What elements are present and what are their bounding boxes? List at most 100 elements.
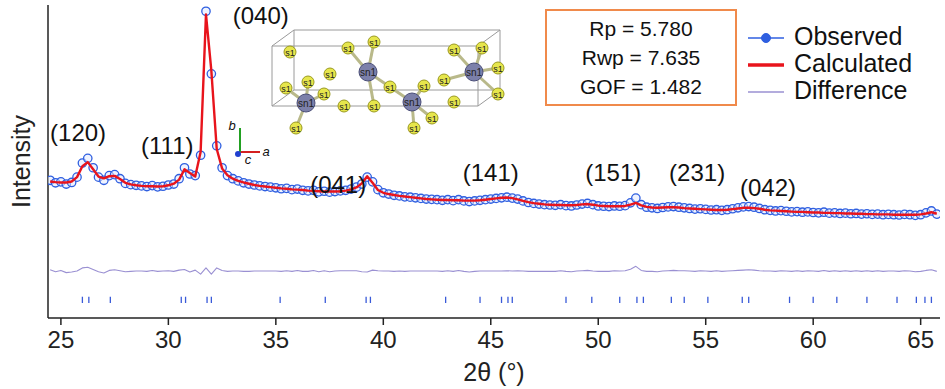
bragg-tick <box>279 297 280 303</box>
stats-box <box>546 10 736 105</box>
legend-label: Difference <box>794 76 908 104</box>
atom <box>342 42 354 54</box>
bragg-tick <box>88 297 89 303</box>
atom-label: s1 <box>325 70 335 80</box>
bragg-tick <box>931 297 932 303</box>
atom-label: s1 <box>493 64 503 74</box>
legend-label: Calculated <box>794 49 912 77</box>
atom-label: s1 <box>343 44 353 54</box>
y-axis-label: Intensity <box>7 114 35 208</box>
x-axis <box>48 317 940 319</box>
stat-text: Rp = 5.780 <box>589 17 692 40</box>
x-tick <box>383 318 385 325</box>
bragg-tick <box>512 297 513 303</box>
x-tick <box>705 318 707 325</box>
bragg-tick <box>325 297 326 303</box>
atom-label: s1 <box>427 114 437 124</box>
atom <box>426 112 438 124</box>
atom <box>476 42 488 54</box>
bragg-tick <box>707 297 708 303</box>
inset-structure: sn1 sn1 sn1 sn1 s1 s1 s1 s1 s1 s1 s1 s1 s1 s1 s1 s1 s1 s1… <box>228 30 504 167</box>
bragg-tick <box>866 297 867 303</box>
x-tick <box>60 318 62 325</box>
legend-swatch <box>748 91 784 93</box>
x-tick <box>490 318 492 325</box>
x-tick-label: 35 <box>262 326 289 353</box>
atom <box>408 122 420 134</box>
bragg-tick <box>742 297 743 303</box>
atom-label: s1 <box>419 82 429 92</box>
bragg-tick <box>591 297 592 303</box>
atom-label: s1 <box>369 38 379 48</box>
bragg-tick <box>671 297 672 303</box>
peak-label: (151) <box>585 159 641 186</box>
x-tick-label: 60 <box>800 326 827 353</box>
series-line <box>50 14 937 214</box>
atom <box>384 81 396 93</box>
bragg-tick <box>370 297 371 303</box>
atom <box>324 68 336 80</box>
stat-text: Rwp = 7.635 <box>582 46 701 69</box>
bragg-tick <box>501 297 502 303</box>
atom-label: sn1 <box>360 67 377 78</box>
x-tick <box>920 318 922 325</box>
legend-label: Observed <box>794 22 902 50</box>
peak-label: (141) <box>463 159 519 186</box>
bragg-tick <box>206 297 207 303</box>
unit-cell <box>294 30 500 90</box>
peak-label: (120) <box>50 119 106 146</box>
unit-cell <box>272 30 294 46</box>
atom-label: s1 <box>439 76 449 86</box>
x-axis-label: 2θ (°) <box>463 358 524 386</box>
atom <box>297 94 315 112</box>
bragg-tick <box>181 297 182 303</box>
atom-label: sn1 <box>298 98 315 109</box>
bragg-tick <box>619 297 620 303</box>
bragg-tick <box>789 297 790 303</box>
bragg-tick <box>748 297 749 303</box>
peak-label: (111) <box>141 132 193 159</box>
bragg-tick <box>479 297 480 303</box>
bragg-tick <box>110 297 111 303</box>
atom-label: sn1 <box>404 97 421 108</box>
peak-label: (042) <box>740 174 796 201</box>
atom-label: s1 <box>339 102 349 112</box>
axis-arrow <box>235 151 241 157</box>
atom-label: s1 <box>285 48 295 58</box>
atom-label: s1 <box>409 124 419 134</box>
axis-name: c <box>245 152 252 167</box>
atom <box>448 44 460 56</box>
atom-label: s1 <box>319 90 329 100</box>
x-tick <box>597 318 599 325</box>
atom <box>284 46 296 58</box>
atom-label: s1 <box>477 44 487 54</box>
bragg-tick <box>445 297 446 303</box>
x-tick-label: 45 <box>477 326 504 353</box>
legend-swatch <box>762 34 771 43</box>
y-axis <box>47 5 49 318</box>
atom <box>403 93 421 111</box>
bragg-tick <box>565 297 566 303</box>
x-tick-label: 25 <box>48 326 75 353</box>
atom <box>465 63 483 81</box>
x-tick-label: 30 <box>155 326 182 353</box>
atom-label: s1 <box>303 78 313 88</box>
atom <box>492 62 504 74</box>
bragg-tick <box>813 297 814 303</box>
x-tick <box>168 318 170 325</box>
x-tick <box>275 318 277 325</box>
atom <box>359 63 377 81</box>
bragg-tick <box>684 297 685 303</box>
bragg-tick <box>916 297 917 303</box>
bragg-tick <box>82 297 83 303</box>
bragg-tick <box>185 297 186 303</box>
axis-arrow <box>239 128 241 152</box>
x-tick <box>812 318 814 325</box>
legend-swatch <box>748 63 784 67</box>
atom-label: s1 <box>291 124 301 134</box>
atom-label: sn1 <box>466 67 483 78</box>
atom <box>418 80 430 92</box>
series-line <box>50 266 937 274</box>
atom <box>280 82 292 94</box>
atom <box>368 36 380 48</box>
